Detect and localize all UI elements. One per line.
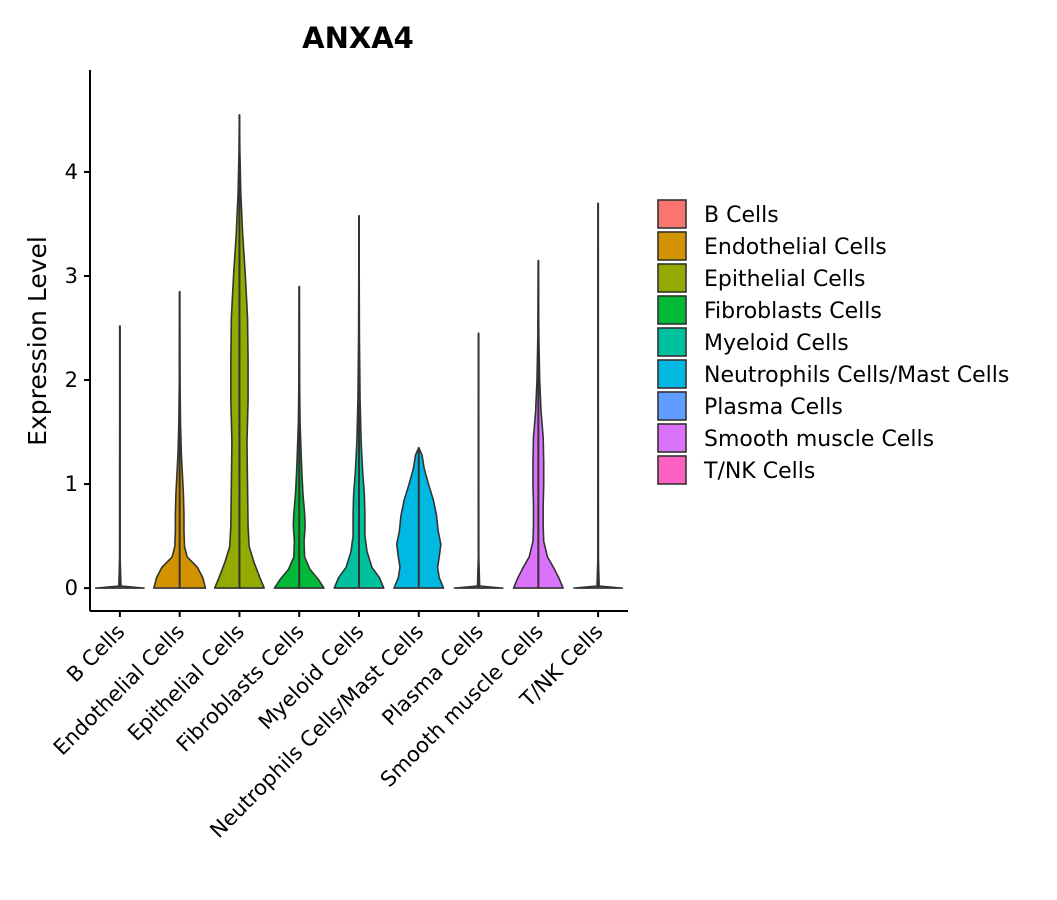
legend-label: Endothelial Cells — [704, 235, 887, 260]
y-tick-label: 0 — [65, 576, 78, 600]
legend-label: B Cells — [704, 203, 779, 228]
legend-swatch — [657, 455, 687, 485]
x-tick-label: Myeloid Cells — [254, 620, 369, 735]
chart-title: ANXA4 — [302, 21, 414, 55]
legend-label: Plasma Cells — [704, 395, 843, 420]
legend-swatch — [657, 199, 687, 229]
y-tick-label: 3 — [65, 264, 78, 288]
legend-swatch — [657, 327, 687, 357]
legend-label: Myeloid Cells — [704, 331, 849, 356]
legend-swatch — [657, 295, 687, 325]
y-tick-label: 4 — [65, 160, 78, 184]
y-axis-title: Expression Level — [23, 236, 52, 446]
legend: B Cells Endothelial Cells Epithelial Cells… — [657, 199, 1009, 485]
legend-label: Neutrophils Cells/Mast Cells — [704, 363, 1009, 388]
legend-swatch — [657, 231, 687, 261]
legend-swatch — [657, 423, 687, 453]
legend-swatch — [657, 263, 687, 293]
legend-label: T/NK Cells — [703, 459, 815, 484]
legend-swatch — [657, 359, 687, 389]
legend-label: Fibroblasts Cells — [704, 299, 882, 324]
legend-label: Smooth muscle Cells — [704, 427, 934, 452]
legend-swatch — [657, 391, 687, 421]
y-tick-label: 1 — [65, 472, 78, 496]
legend-label: Epithelial Cells — [704, 267, 865, 292]
y-tick-label: 2 — [65, 368, 78, 392]
